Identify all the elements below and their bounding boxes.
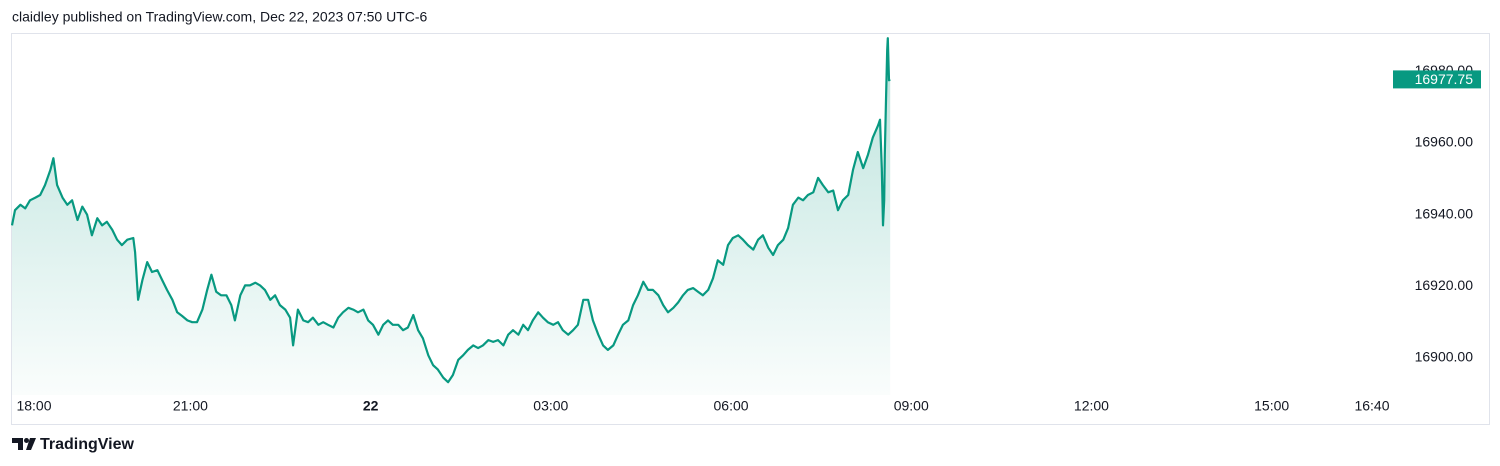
last-price-tag [1393, 70, 1481, 89]
y-tick-label: 16920.00 [1415, 277, 1474, 293]
x-tick-label: 16:40 [1354, 398, 1389, 414]
logo-shape [12, 438, 23, 450]
chart-frame [11, 33, 1490, 425]
price-line [10, 37, 891, 384]
x-tick-label: 09:00 [894, 398, 929, 414]
x-tick-label: 22 [363, 398, 379, 414]
y-tick-label: 16960.00 [1415, 134, 1474, 150]
x-tick-label: 06:00 [714, 398, 749, 414]
x-tick-label: 03:00 [533, 398, 568, 414]
brand-logo [12, 438, 36, 450]
area-fill [12, 38, 891, 395]
published-header: claidley published on TradingView.com, D… [12, 9, 428, 25]
plot-area: 16900.0016920.0016940.0016960.0016980.00… [10, 37, 1474, 414]
logo-dot [24, 438, 29, 443]
x-tick-label: 12:00 [1074, 398, 1109, 414]
last-price-label: 16977.75 [1415, 71, 1474, 87]
y-tick-label: 16900.00 [1415, 349, 1474, 365]
x-tick-label: 18:00 [16, 398, 51, 414]
x-tick-label: 21:00 [173, 398, 208, 414]
brand-name: TradingView [40, 436, 135, 453]
y-tick-label: 16940.00 [1415, 205, 1474, 221]
x-tick-label: 15:00 [1254, 398, 1289, 414]
logo-shape [26, 438, 36, 450]
